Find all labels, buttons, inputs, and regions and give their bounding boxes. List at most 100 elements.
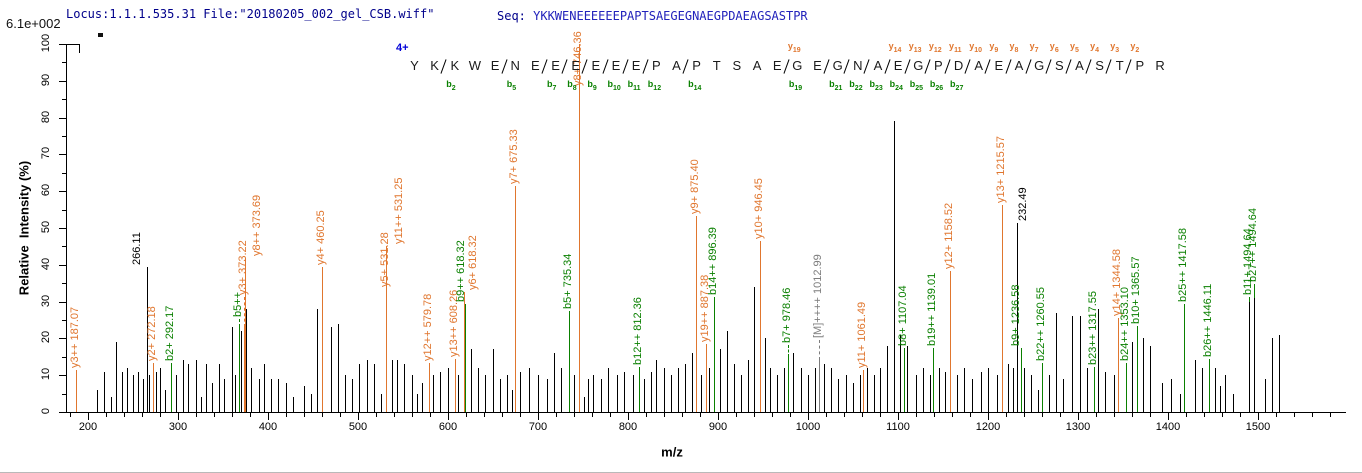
x-tick	[412, 413, 413, 417]
sequence-residue: E	[551, 58, 560, 73]
spectrum-peak	[1150, 345, 1151, 412]
y-tick	[59, 228, 66, 229]
sequence-residue: W	[468, 58, 482, 73]
sequence-residue: N	[853, 58, 863, 73]
x-tick-label: 1300	[1065, 421, 1091, 433]
x-tick	[1186, 413, 1187, 417]
spectrum-peak	[374, 364, 375, 412]
y-ion-marker: y9	[989, 41, 999, 54]
b-ion-marker: b21	[829, 79, 843, 92]
spectrum-peak-annotated	[239, 327, 240, 412]
peak-label-leader	[1254, 283, 1255, 298]
sequence-residue: D	[953, 58, 964, 73]
spectrum-peak	[259, 378, 260, 412]
spectrum-peak	[957, 375, 958, 412]
y-tick	[62, 210, 66, 211]
peak-annotation-label: y11++ 531.25	[393, 177, 405, 245]
spectrum-peak	[1105, 371, 1106, 412]
y-ion-marker: y5	[1069, 41, 1079, 54]
x-tick	[1006, 413, 1007, 417]
spectrum-peak	[617, 375, 618, 412]
y-tick-label: 10	[40, 367, 52, 381]
spectrum-peak	[293, 397, 294, 412]
spectrum-peak	[801, 367, 802, 412]
spectrum-peak	[232, 327, 233, 412]
spectrum-peak	[133, 375, 134, 412]
x-tick	[880, 413, 881, 417]
x-tick	[1312, 413, 1313, 417]
spectrum-peak	[201, 397, 202, 412]
peak-label-leader	[1249, 296, 1250, 302]
sequence-residue: E	[611, 58, 621, 73]
spectrum-peak	[235, 375, 236, 412]
y-tick	[62, 62, 66, 63]
peak-label-leader	[760, 241, 761, 247]
spectrum-peak-annotated	[639, 371, 640, 412]
spectrum-peak-annotated	[904, 353, 905, 412]
spectrum-peak	[939, 367, 940, 412]
spectrum-peak	[988, 367, 989, 412]
spectrum-peak	[1202, 367, 1203, 412]
spectrum-peak	[777, 375, 778, 412]
x-tick	[340, 413, 341, 417]
spectrum-peak	[916, 375, 917, 412]
spectrum-peak	[815, 367, 816, 412]
y-tick	[62, 320, 66, 321]
spectrum-peak	[116, 342, 117, 412]
x-tick	[268, 413, 269, 420]
x-tick	[142, 413, 143, 417]
y-tick-label: 40	[40, 257, 52, 271]
spectrum-peak	[874, 375, 875, 412]
sequence-residue: S	[1054, 58, 1064, 73]
sequence-residue: E	[571, 58, 581, 73]
sequence-residue: A	[1014, 58, 1024, 73]
spectrum-peak	[1013, 367, 1014, 412]
spectrum-peak	[633, 375, 634, 412]
spectrum-peak	[345, 375, 346, 412]
sequence-residue: E	[813, 58, 822, 73]
spectrum-peak	[352, 378, 353, 412]
spectrum-peak	[1180, 393, 1181, 412]
sequence-residue: S	[732, 58, 742, 73]
x-tick	[826, 413, 827, 417]
spectrum-peak	[448, 367, 449, 412]
x-axis-line	[66, 412, 1346, 413]
y-tick-label: 70	[40, 146, 52, 160]
spectrum-peak-annotated	[760, 246, 761, 412]
x-tick	[1222, 413, 1223, 417]
spectrum-peak-annotated	[1094, 371, 1095, 412]
sequence-residue: G	[792, 58, 803, 73]
x-tick	[574, 413, 575, 417]
spectrum-peak	[1031, 375, 1032, 412]
spectrum-peak	[981, 371, 982, 412]
spectrum-peak	[964, 367, 965, 412]
spectrum-peak	[241, 331, 242, 412]
spectrum-peak	[1072, 316, 1073, 412]
spectrum-peak	[741, 375, 742, 412]
peak-annotation-label: y3++ 187.07	[69, 307, 81, 369]
peak-label-leader	[933, 348, 934, 354]
x-tick	[358, 413, 359, 420]
x-tick	[844, 413, 845, 417]
peak-label-leader	[569, 311, 570, 317]
x-tick	[214, 413, 215, 417]
sequence-residue: P	[692, 58, 701, 73]
peak-annotation-label: y10+ 946.45	[753, 178, 765, 240]
y-tick	[59, 118, 66, 119]
peak-label-leader	[147, 267, 148, 273]
x-tick	[322, 413, 323, 417]
y-tick	[59, 375, 66, 376]
spectrum-peak	[381, 393, 382, 412]
peak-label-leader	[1126, 362, 1127, 368]
x-tick	[430, 413, 431, 417]
b-ion-marker: b22	[849, 79, 863, 92]
peak-label-leader	[639, 366, 640, 372]
x-tick	[88, 413, 89, 420]
x-tick	[538, 413, 539, 420]
spectrum-peak	[574, 375, 575, 412]
y-tick	[62, 136, 66, 137]
spectrum-peak	[561, 367, 562, 412]
spectrum-peak	[397, 360, 398, 412]
peak-annotation-label: b14++ 896.39	[707, 226, 719, 295]
